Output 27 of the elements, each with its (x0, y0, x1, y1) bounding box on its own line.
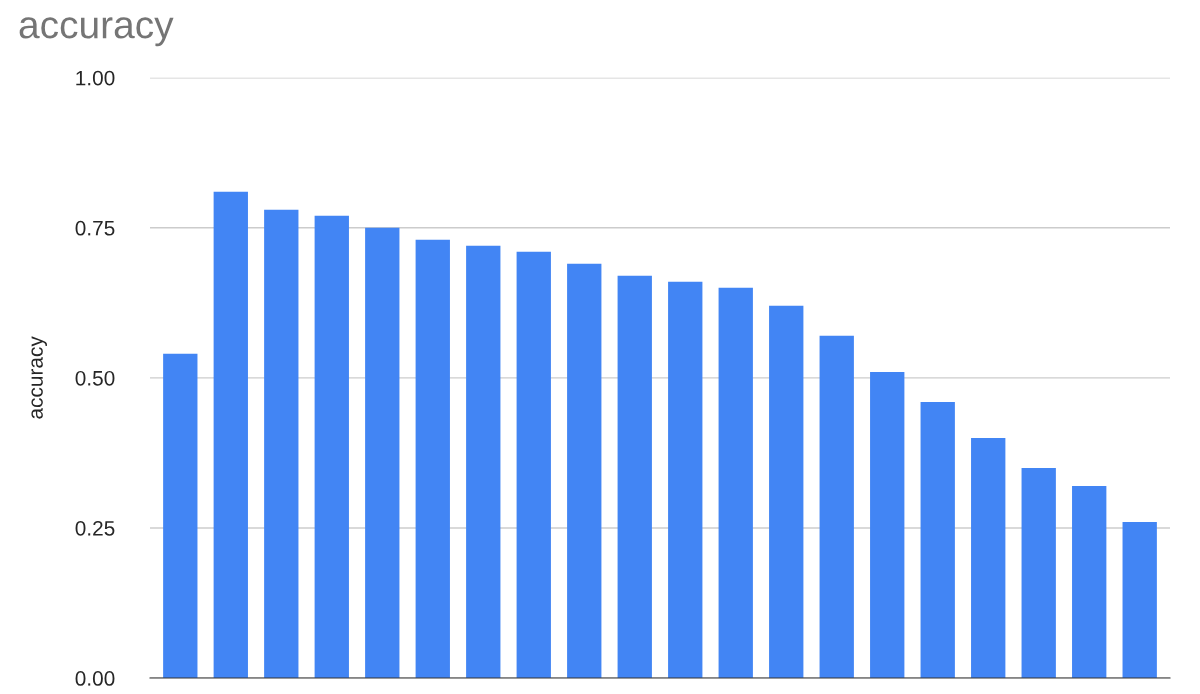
bar (415, 239, 450, 679)
bar (264, 209, 299, 679)
bar (819, 335, 854, 679)
bar (1122, 521, 1157, 679)
bar (971, 437, 1006, 679)
bar (1072, 485, 1107, 679)
bar (314, 215, 349, 679)
y-axis-title: accuracy (31, 336, 47, 419)
bar (567, 263, 602, 679)
y-tick-label: 1.00 (76, 70, 115, 86)
bar (769, 305, 804, 679)
y-tick-label: 0.75 (75, 220, 115, 236)
bar (163, 353, 198, 679)
bar (1021, 467, 1056, 679)
bar (870, 371, 905, 679)
y-tick-label: 0.00 (75, 671, 115, 686)
bar (365, 227, 400, 679)
bar (668, 281, 703, 679)
y-tick-label: 0.50 (75, 370, 115, 386)
y-tick-label: 0.25 (75, 520, 115, 536)
bar (920, 401, 955, 679)
bar (213, 191, 248, 679)
bar (516, 251, 551, 679)
bar (617, 275, 652, 679)
bar (718, 287, 753, 679)
chart-title: accuracy (19, 17, 174, 47)
bar (466, 245, 501, 679)
